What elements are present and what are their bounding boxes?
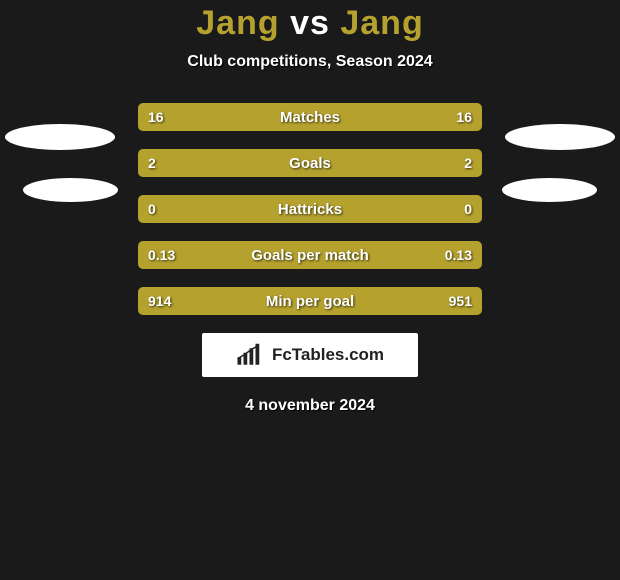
- stat-label: Matches: [138, 109, 482, 126]
- stat-row: 0 Hattricks 0: [138, 195, 482, 223]
- stat-label: Hattricks: [138, 201, 482, 218]
- stat-value-right: 16: [456, 109, 472, 125]
- stat-value-right: 951: [449, 293, 472, 309]
- stat-row: 914 Min per goal 951: [138, 287, 482, 315]
- player1-avatar-shadow: [5, 124, 115, 150]
- stat-row: 16 Matches 16: [138, 103, 482, 131]
- vs-text: vs: [290, 4, 330, 42]
- player2-club-shadow: [502, 178, 597, 202]
- stat-label: Goals: [138, 155, 482, 172]
- stat-row: 2 Goals 2: [138, 149, 482, 177]
- subtitle: Club competitions, Season 2024: [0, 53, 620, 71]
- stats-rows: 16 Matches 16 2 Goals 2 0 Hattricks 0 0.…: [138, 103, 482, 315]
- comparison-title: Jang vs Jang: [0, 4, 620, 43]
- brand-text: FcTables.com: [272, 345, 384, 365]
- stat-row: 0.13 Goals per match 0.13: [138, 241, 482, 269]
- stat-value-right: 2: [464, 155, 472, 171]
- stat-label: Goals per match: [138, 247, 482, 264]
- player2-avatar-shadow: [505, 124, 615, 150]
- date-text: 4 november 2024: [0, 397, 620, 415]
- player1-name: Jang: [196, 4, 279, 42]
- player1-club-shadow: [23, 178, 118, 202]
- stat-value-right: 0.13: [445, 247, 472, 263]
- stat-label: Min per goal: [138, 293, 482, 310]
- stat-value-right: 0: [464, 201, 472, 217]
- chart-icon: [236, 343, 266, 367]
- brand-badge: FcTables.com: [202, 333, 418, 377]
- player2-name: Jang: [340, 4, 423, 42]
